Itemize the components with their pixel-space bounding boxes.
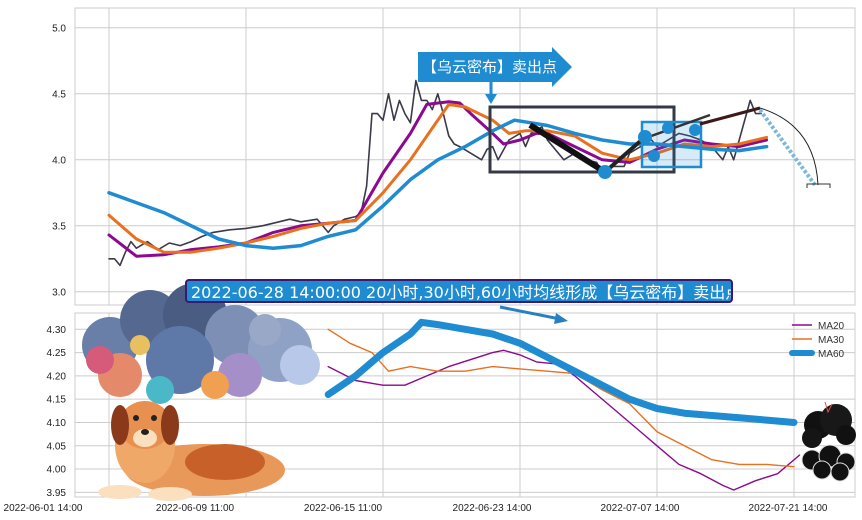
down-arrow-head [485,94,497,104]
y-tick-label: 4.0 [52,155,66,166]
banner-arrow-icon [499,305,561,321]
projection-bracket [806,183,831,188]
series-line-ma30-top [107,102,769,254]
x-tick-label: 2022-06-15 11:00 [304,503,383,514]
y-tick-label: 4.10 [47,418,67,429]
y-tick-label: 4.05 [47,441,67,452]
cloud-illustration [82,283,320,404]
signal-banner: 2022-06-28 14:00:00 20小时,30小时,60小时均线形成【乌… [185,279,733,303]
series-line-ma60-top [107,118,769,250]
banner-arrow-head [554,313,568,324]
y-tick-label: 4.30 [47,325,67,336]
annotation-tag-shape [418,47,572,87]
x-tick-label: 2022-07-21 14:00 [749,503,828,514]
trend-line-down [528,122,607,175]
trend-line-right [699,106,761,126]
projection-line [758,108,817,187]
dog-illustration [98,401,285,501]
projection-arc [759,107,819,186]
legend-label-ma20: MA20 [818,321,845,332]
legend: MA20 MA30 MA60 [789,321,845,360]
y-tick-label: 5.0 [52,23,66,34]
signal-box [488,105,676,174]
x-tick-label: 2022-06-23 14:00 [453,503,532,514]
storm-cloud-icon [801,401,856,482]
y-tick-label: 3.5 [52,221,66,232]
y-tick-label: 4.20 [47,371,67,382]
legend-label-ma60: MA60 [818,349,845,360]
series-line-ma60-bottom [324,318,798,426]
annotation-label: 【乌云密布】卖出点 [422,58,558,76]
marker-dot [648,150,660,162]
trend-line-up [603,135,647,174]
series-line-ma30-bottom [327,328,795,468]
y-tick-label: 4.5 [52,89,66,100]
marker-dot [662,122,674,134]
x-tick-label: 2022-06-09 11:00 [156,503,235,514]
legend-label-ma30: MA30 [818,335,845,346]
x-tick-label: 2022-07-07 14:00 [601,503,680,514]
x-tick-label: 2022-06-01 14:00 [4,503,83,514]
y-tick-label: 3.0 [52,287,66,298]
y-tick-label: 3.95 [47,488,67,499]
marker-dot [598,165,612,179]
y-tick-label: 4.25 [47,348,67,359]
marker-dot [638,130,652,144]
y-tick-label: 4.00 [47,465,67,476]
y-tick-label: 4.15 [47,395,67,406]
marker-dot [689,124,701,136]
